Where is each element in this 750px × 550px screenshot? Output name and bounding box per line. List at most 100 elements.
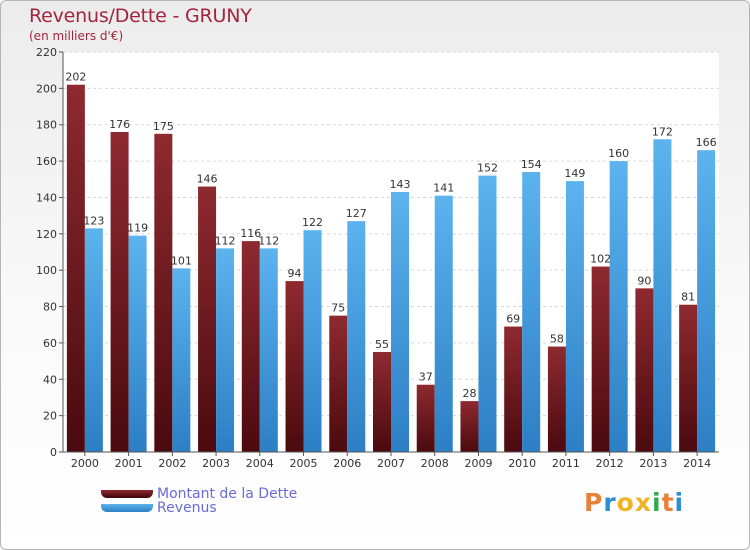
value-label-revenue-2014: 166 [696, 136, 717, 149]
value-label-debt-2009: 28 [462, 387, 476, 400]
bar-revenue-2000 [84, 228, 103, 452]
chart-title: Revenus/Dette - GRUNY [29, 5, 252, 27]
y-tick-label: 100 [36, 264, 57, 277]
axis-layer: 0 20 40 60 80 100 120 140 160 180 200 220 2000 2001 20… [36, 46, 719, 470]
y-tick-label: 80 [43, 301, 57, 314]
value-label-revenue-2001: 119 [127, 222, 148, 235]
value-label-revenue-2007: 143 [390, 178, 411, 191]
value-label-revenue-2003: 112 [215, 234, 236, 247]
bar-debt-2010 [504, 326, 523, 452]
bar-revenue-2013 [653, 139, 672, 453]
legend-swatch-debt [101, 490, 153, 498]
legend-item-debt: Montant de la Dette [101, 486, 401, 505]
value-label-debt-2004: 116 [240, 227, 261, 240]
value-label-debt-2010: 69 [506, 313, 520, 326]
legend-label-revenue: Revenus [157, 500, 217, 516]
x-tick-label-2003: 2003 [202, 457, 230, 470]
bar-revenue-2006 [347, 221, 366, 452]
logo-letter: o [616, 488, 635, 517]
value-label-debt-2007: 55 [375, 338, 389, 351]
bar-revenue-2009 [478, 175, 497, 453]
bar-revenue-2001 [128, 235, 147, 452]
logo-letter: i [674, 488, 685, 517]
bar-debt-2009 [460, 401, 479, 452]
value-label-revenue-2013: 172 [652, 125, 673, 138]
y-tick-label: 180 [36, 119, 57, 132]
value-label-debt-2012: 102 [590, 253, 611, 266]
bar-debt-2007 [373, 352, 391, 452]
bar-revenue-2008 [434, 195, 453, 453]
value-label-debt-2014: 81 [681, 291, 695, 304]
bar-debt-2006 [329, 315, 348, 452]
value-label-debt-2002: 175 [153, 120, 174, 133]
legend-label-debt: Montant de la Dette [157, 486, 298, 502]
chart-subtitle: (en milliers d'€) [29, 29, 124, 43]
x-tick-label-2012: 2012 [596, 457, 624, 470]
bar-revenue-2004 [259, 248, 278, 452]
value-label-revenue-2008: 141 [433, 182, 454, 195]
x-tick-label-2014: 2014 [683, 457, 711, 470]
bar-debt-2002 [154, 133, 173, 452]
value-label-debt-2013: 90 [637, 274, 651, 287]
value-label-revenue-2005: 122 [302, 216, 323, 229]
logo-letter: i [652, 488, 662, 517]
bar-revenue-2003 [216, 248, 235, 452]
y-tick-label: 40 [43, 373, 57, 386]
y-tick-label: 120 [36, 228, 57, 241]
x-tick-label-2006: 2006 [333, 457, 361, 470]
x-tick-label-2009: 2009 [464, 457, 492, 470]
x-tick-label-2010: 2010 [508, 457, 536, 470]
logo-letter: t [661, 488, 675, 517]
value-label-revenue-2011: 149 [564, 167, 585, 180]
value-label-debt-2011: 58 [550, 333, 564, 346]
bar-layer [66, 84, 716, 453]
value-label-debt-2000: 202 [65, 71, 86, 84]
value-label-revenue-2010: 154 [521, 158, 542, 171]
x-tick-label-2005: 2005 [290, 457, 318, 470]
bar-revenue-2014 [697, 150, 716, 452]
bar-debt-2014 [679, 304, 698, 452]
label-layer: 2021231761191751011461121161129412275127… [65, 71, 716, 400]
x-tick-label-2011: 2011 [552, 457, 580, 470]
value-label-revenue-2004: 112 [258, 234, 279, 247]
bar-revenue-2002 [172, 268, 191, 452]
bar-debt-2005 [285, 281, 304, 452]
logo-letter: P [584, 488, 604, 517]
value-label-debt-2005: 94 [288, 267, 302, 280]
legend-swatch-revenue [101, 504, 153, 512]
bar-debt-2003 [198, 186, 217, 452]
value-label-debt-2008: 37 [419, 371, 433, 384]
bar-revenue-2011 [565, 181, 584, 452]
x-tick-label-2000: 2000 [71, 457, 99, 470]
x-tick-label-2004: 2004 [246, 457, 274, 470]
y-tick-label: 200 [36, 82, 57, 95]
x-tick-label-2008: 2008 [421, 457, 449, 470]
bar-revenue-2007 [391, 192, 409, 452]
bar-debt-2011 [547, 346, 566, 452]
y-tick-label: 20 [43, 410, 57, 423]
bar-debt-2012 [591, 266, 610, 452]
bar-debt-2004 [241, 241, 260, 452]
proxiti-logo: Proxiti [584, 488, 684, 517]
value-label-revenue-2006: 127 [346, 207, 367, 220]
value-label-debt-2006: 75 [331, 302, 345, 315]
value-label-revenue-2009: 152 [477, 162, 498, 175]
bar-revenue-2012 [609, 161, 628, 452]
bar-debt-2000 [66, 84, 85, 453]
x-tick-label-2002: 2002 [158, 457, 186, 470]
legend-item-revenue: Revenus [101, 500, 401, 519]
y-tick-label: 140 [36, 191, 57, 204]
bar-revenue-2010 [522, 172, 541, 452]
y-tick-label: 220 [36, 46, 57, 59]
x-tick-label-2001: 2001 [115, 457, 143, 470]
x-tick-label-2013: 2013 [639, 457, 667, 470]
value-label-debt-2001: 176 [109, 118, 130, 131]
logo-letter: r [603, 488, 617, 517]
logo-letter: x [634, 488, 652, 517]
bar-debt-2008 [416, 384, 435, 452]
value-label-revenue-2012: 160 [608, 147, 629, 160]
bar-debt-2013 [635, 288, 654, 452]
value-label-debt-2003: 146 [197, 173, 218, 186]
